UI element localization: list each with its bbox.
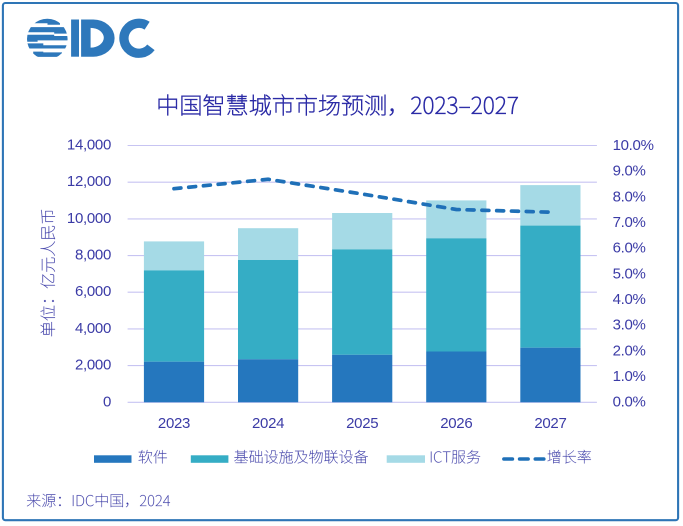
svg-text:10,000: 10,000: [67, 210, 111, 227]
svg-text:5.0%: 5.0%: [613, 265, 646, 282]
svg-text:10.0%: 10.0%: [613, 137, 654, 154]
svg-text:7.0%: 7.0%: [613, 214, 646, 231]
svg-text:1.0%: 1.0%: [613, 368, 646, 385]
svg-text:0.0%: 0.0%: [613, 394, 646, 411]
svg-text:8,000: 8,000: [75, 247, 111, 264]
svg-text:2,000: 2,000: [75, 357, 111, 374]
svg-text:0: 0: [103, 393, 111, 410]
svg-text:8.0%: 8.0%: [613, 188, 646, 205]
svg-text:6.0%: 6.0%: [613, 240, 646, 257]
svg-text:4,000: 4,000: [75, 320, 111, 337]
svg-text:2.0%: 2.0%: [613, 342, 646, 359]
svg-text:9.0%: 9.0%: [613, 163, 646, 180]
svg-text:3.0%: 3.0%: [613, 317, 646, 334]
svg-text:12,000: 12,000: [67, 173, 111, 190]
svg-text:2025: 2025: [346, 415, 378, 432]
svg-text:4.0%: 4.0%: [613, 291, 646, 308]
svg-text:2026: 2026: [440, 415, 472, 432]
svg-text:2023: 2023: [158, 415, 190, 432]
svg-text:2024: 2024: [252, 415, 284, 432]
svg-text:14,000: 14,000: [67, 137, 111, 154]
svg-text:6,000: 6,000: [75, 283, 111, 300]
svg-text:2027: 2027: [534, 415, 566, 432]
